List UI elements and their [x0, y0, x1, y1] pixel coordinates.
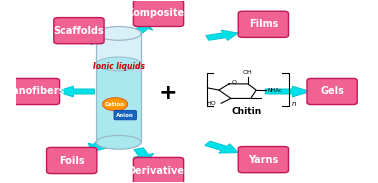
Text: Anion: Anion [116, 113, 134, 118]
Text: Chitin: Chitin [232, 107, 262, 116]
Ellipse shape [96, 135, 141, 149]
Bar [96, 64, 141, 142]
FancyBboxPatch shape [133, 0, 184, 27]
FancyArrow shape [133, 148, 154, 161]
FancyBboxPatch shape [114, 110, 136, 120]
Text: Ionic liquids: Ionic liquids [93, 61, 145, 71]
Text: Composites: Composites [127, 8, 191, 18]
Ellipse shape [102, 98, 128, 111]
FancyArrow shape [265, 86, 310, 97]
Text: O: O [232, 80, 237, 85]
FancyBboxPatch shape [46, 147, 97, 174]
Text: Films: Films [249, 19, 278, 29]
FancyArrow shape [134, 24, 153, 33]
Text: +: + [158, 83, 177, 103]
Text: OH: OH [243, 70, 253, 75]
Text: Scaffolds: Scaffolds [54, 26, 104, 36]
Text: Cation: Cation [105, 102, 125, 107]
FancyArrow shape [56, 86, 94, 97]
Text: Foils: Foils [59, 156, 85, 165]
Text: Derivatives: Derivatives [127, 165, 190, 175]
FancyBboxPatch shape [238, 147, 288, 173]
FancyBboxPatch shape [133, 157, 184, 183]
FancyArrow shape [206, 30, 238, 40]
FancyBboxPatch shape [238, 11, 288, 37]
FancyBboxPatch shape [307, 79, 357, 104]
FancyArrow shape [204, 141, 238, 153]
FancyBboxPatch shape [9, 79, 60, 104]
Text: Yarns: Yarns [248, 155, 279, 165]
Text: NHAc: NHAc [267, 87, 282, 93]
Ellipse shape [96, 27, 141, 40]
Ellipse shape [96, 57, 141, 71]
FancyArrow shape [88, 137, 110, 152]
FancyArrow shape [91, 37, 109, 46]
Text: Gels: Gels [320, 87, 344, 96]
Bar [96, 33, 141, 142]
Text: n: n [291, 101, 296, 107]
FancyBboxPatch shape [54, 18, 104, 44]
Text: HO: HO [207, 101, 216, 106]
Text: Nanofibers: Nanofibers [4, 87, 65, 96]
